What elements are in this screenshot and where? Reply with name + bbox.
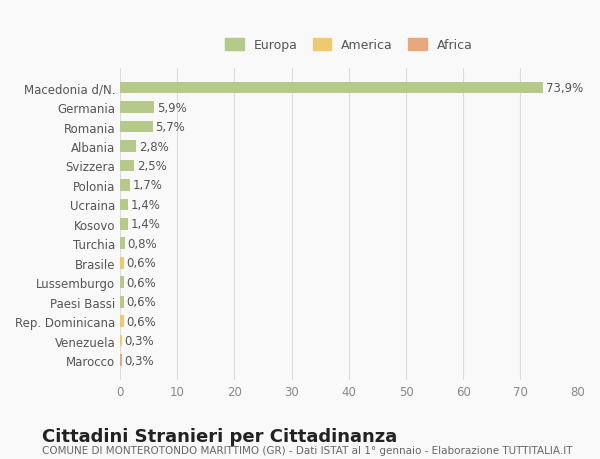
- Text: 0,6%: 0,6%: [127, 315, 156, 328]
- Bar: [120, 141, 136, 152]
- Bar: [120, 160, 134, 172]
- Bar: [120, 238, 125, 250]
- Text: Cittadini Stranieri per Cittadinanza: Cittadini Stranieri per Cittadinanza: [42, 427, 397, 445]
- Bar: [120, 180, 130, 191]
- Bar: [120, 316, 124, 327]
- Text: 1,4%: 1,4%: [131, 218, 161, 231]
- Text: 0,6%: 0,6%: [127, 296, 156, 308]
- Bar: [120, 335, 122, 347]
- Text: 2,5%: 2,5%: [137, 160, 167, 173]
- Bar: [120, 218, 128, 230]
- Text: 5,7%: 5,7%: [155, 121, 185, 134]
- Text: COMUNE DI MONTEROTONDO MARITTIMO (GR) - Dati ISTAT al 1° gennaio - Elaborazione : COMUNE DI MONTEROTONDO MARITTIMO (GR) - …: [42, 445, 572, 455]
- Bar: [120, 354, 122, 366]
- Text: 0,3%: 0,3%: [125, 354, 154, 367]
- Text: 0,6%: 0,6%: [127, 257, 156, 270]
- Bar: [120, 277, 124, 288]
- Text: 73,9%: 73,9%: [545, 82, 583, 95]
- Bar: [120, 83, 543, 94]
- Bar: [120, 102, 154, 114]
- Bar: [120, 199, 128, 211]
- Text: 1,7%: 1,7%: [133, 179, 163, 192]
- Legend: Europa, America, Africa: Europa, America, Africa: [220, 34, 478, 57]
- Text: 5,9%: 5,9%: [157, 101, 187, 114]
- Bar: [120, 296, 124, 308]
- Text: 0,8%: 0,8%: [128, 237, 157, 250]
- Text: 2,8%: 2,8%: [139, 140, 169, 153]
- Bar: [120, 122, 153, 133]
- Bar: [120, 257, 124, 269]
- Text: 0,3%: 0,3%: [125, 335, 154, 347]
- Text: 1,4%: 1,4%: [131, 198, 161, 212]
- Text: 0,6%: 0,6%: [127, 276, 156, 289]
